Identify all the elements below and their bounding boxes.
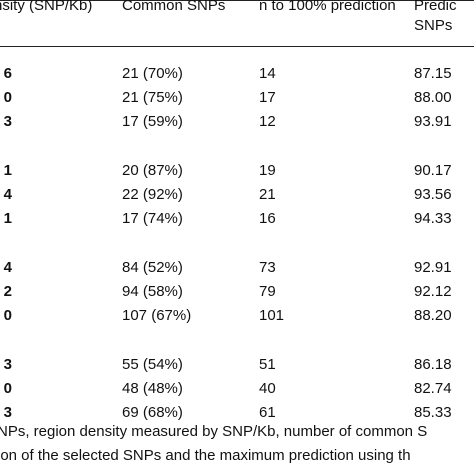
row-n-to-100-cell: 19 [259, 162, 276, 179]
row-n-to-100-cell: 40 [259, 380, 276, 397]
row-density-cell: 2 [3, 283, 12, 300]
row-common-snps-cell: 17 (74%) [122, 210, 183, 227]
row-prediction-cell: 93.91 [414, 113, 452, 130]
row-n-to-100-cell: 21 [259, 186, 276, 203]
row-prediction-cell: 92.91 [414, 259, 452, 276]
row-common-snps-cell: 22 (92%) [122, 186, 183, 203]
caption-line-2: ion of the selected SNPs and the maximum… [0, 447, 411, 464]
row-prediction-cell: 94.33 [414, 210, 452, 227]
column-header-n-to-100: n to 100% prediction [259, 0, 396, 14]
row-common-snps-cell: 21 (70%) [122, 65, 183, 82]
table-top-rule [0, 0, 474, 1]
row-n-to-100-cell: 73 [259, 259, 276, 276]
row-density-cell: 3 [3, 113, 12, 130]
row-prediction-cell: 88.20 [414, 307, 452, 324]
row-n-to-100-cell: 14 [259, 65, 276, 82]
row-prediction-cell: 82.74 [414, 380, 452, 397]
row-common-snps-cell: 69 (68%) [122, 404, 183, 421]
column-header-density: nsity (SNP/Kb) [0, 0, 93, 14]
row-prediction-cell: 93.56 [414, 186, 452, 203]
row-common-snps-cell: 17 (59%) [122, 113, 183, 130]
row-density-cell: 6 [3, 65, 12, 82]
row-prediction-cell: 87.15 [414, 65, 452, 82]
row-prediction-cell: 86.18 [414, 356, 452, 373]
row-density-cell: 3 [3, 356, 12, 373]
row-n-to-100-cell: 17 [259, 89, 276, 106]
row-density-cell: 0 [3, 380, 12, 397]
row-prediction-cell: 85.33 [414, 404, 452, 421]
column-header-prediction-line1: Predic [414, 0, 457, 14]
row-n-to-100-cell: 12 [259, 113, 276, 130]
row-prediction-cell: 88.00 [414, 89, 452, 106]
row-n-to-100-cell: 61 [259, 404, 276, 421]
row-common-snps-cell: 48 (48%) [122, 380, 183, 397]
row-common-snps-cell: 20 (87%) [122, 162, 183, 179]
row-density-cell: 3 [3, 404, 12, 421]
row-density-cell: 1 [3, 210, 12, 227]
row-density-cell: 4 [3, 186, 12, 203]
header-rule [0, 46, 474, 47]
row-n-to-100-cell: 79 [259, 283, 276, 300]
row-n-to-100-cell: 101 [259, 307, 285, 324]
row-common-snps-cell: 107 (67%) [122, 307, 192, 324]
column-header-prediction-line2: SNPs [414, 17, 453, 34]
row-density-cell: 0 [3, 89, 12, 106]
row-n-to-100-cell: 16 [259, 210, 276, 227]
row-prediction-cell: 92.12 [414, 283, 452, 300]
row-density-cell: 4 [3, 259, 12, 276]
column-header-common-snps: Common SNPs [122, 0, 226, 14]
row-common-snps-cell: 84 (52%) [122, 259, 183, 276]
row-common-snps-cell: 55 (54%) [122, 356, 183, 373]
row-n-to-100-cell: 51 [259, 356, 276, 373]
row-common-snps-cell: 21 (75%) [122, 89, 183, 106]
row-density-cell: 0 [3, 307, 12, 324]
row-common-snps-cell: 94 (58%) [122, 283, 183, 300]
row-density-cell: 1 [3, 162, 12, 179]
row-prediction-cell: 90.17 [414, 162, 452, 179]
caption-line-1: NPs, region density measured by SNP/Kb, … [0, 423, 428, 440]
